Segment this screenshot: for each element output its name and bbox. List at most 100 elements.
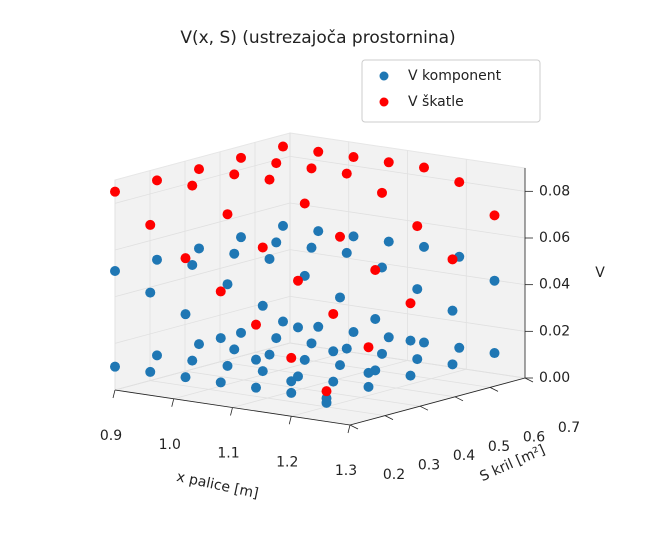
y-tick <box>419 405 429 411</box>
point <box>363 367 374 378</box>
x-tick <box>347 424 351 434</box>
point <box>264 253 275 264</box>
grid-line <box>149 380 386 416</box>
point <box>489 275 500 286</box>
y-tick <box>524 377 534 383</box>
y-tick <box>349 424 359 430</box>
z-tick-label: 0.08 <box>539 183 570 199</box>
x-tick <box>288 416 292 425</box>
point <box>363 381 374 392</box>
point <box>229 248 240 259</box>
grid-line <box>184 370 421 407</box>
point <box>110 361 120 372</box>
grid-line <box>114 155 291 204</box>
x-tick-label: 1.3 <box>335 463 357 479</box>
point <box>264 349 275 360</box>
point <box>180 253 191 264</box>
point <box>405 335 416 346</box>
point <box>405 370 416 381</box>
x-tick <box>230 407 233 416</box>
point <box>419 241 429 252</box>
point <box>229 169 240 180</box>
point <box>215 333 226 344</box>
point <box>335 231 345 242</box>
point <box>419 337 429 348</box>
point <box>110 266 120 276</box>
point <box>328 346 339 357</box>
x-axis-label: x palice [m] <box>175 469 260 502</box>
legend-marker <box>379 71 389 81</box>
point <box>299 198 310 209</box>
point <box>110 186 120 197</box>
y-tick-label: 0.7 <box>558 420 580 436</box>
x-tick-label: 1.1 <box>217 446 239 462</box>
point <box>412 221 423 232</box>
point <box>405 298 416 309</box>
x-axis-line <box>114 389 351 426</box>
grid-line <box>289 155 526 192</box>
point <box>251 382 261 393</box>
point <box>194 243 204 254</box>
point <box>447 305 458 316</box>
point <box>341 343 352 354</box>
z-tick-label: 0.04 <box>539 277 570 293</box>
point <box>328 376 339 387</box>
point <box>286 387 297 398</box>
point <box>257 366 268 377</box>
point <box>251 319 261 330</box>
x-tick <box>112 389 116 399</box>
point <box>194 164 204 175</box>
grid-line <box>291 368 467 417</box>
point <box>152 254 162 265</box>
point <box>293 322 303 333</box>
point <box>377 348 387 359</box>
x-tick-label: 0.9 <box>100 428 122 444</box>
z-tick-label: 0.02 <box>539 323 570 339</box>
point <box>341 247 352 258</box>
y-axis-line <box>349 377 526 426</box>
y-tick-label: 0.6 <box>523 429 545 445</box>
point <box>152 350 162 361</box>
grid-line <box>114 202 291 251</box>
point <box>271 237 282 248</box>
point <box>215 377 226 388</box>
point <box>306 163 317 174</box>
x-tick <box>171 398 175 407</box>
point <box>271 158 282 169</box>
point <box>278 141 288 152</box>
point <box>306 242 317 253</box>
z-tick-label: 0.00 <box>539 370 570 386</box>
point <box>447 254 458 265</box>
point <box>313 226 324 237</box>
grid-line <box>114 249 291 298</box>
point <box>236 152 246 163</box>
grid-line <box>289 295 526 332</box>
point <box>335 360 345 371</box>
point <box>152 175 162 186</box>
point <box>377 187 387 198</box>
point <box>222 360 233 371</box>
y-tick <box>454 396 464 402</box>
z-tick-label: 0.06 <box>539 230 570 246</box>
legend-label: V škatle <box>408 94 464 110</box>
point <box>236 232 246 243</box>
point <box>222 209 233 220</box>
legend-box <box>361 59 541 123</box>
point <box>222 279 233 290</box>
point <box>264 174 275 185</box>
point <box>383 157 394 168</box>
grid-line <box>114 342 291 391</box>
point <box>489 348 500 359</box>
grid-line <box>289 202 526 239</box>
point <box>145 366 156 377</box>
y-tick-label: 0.2 <box>383 467 405 483</box>
legend-marker <box>379 97 389 107</box>
y-tick <box>489 387 499 392</box>
point <box>299 354 310 365</box>
point <box>321 386 332 397</box>
x-tick-label: 1.2 <box>276 454 298 470</box>
point <box>257 242 268 253</box>
point <box>363 342 374 353</box>
grid-line <box>289 249 526 286</box>
